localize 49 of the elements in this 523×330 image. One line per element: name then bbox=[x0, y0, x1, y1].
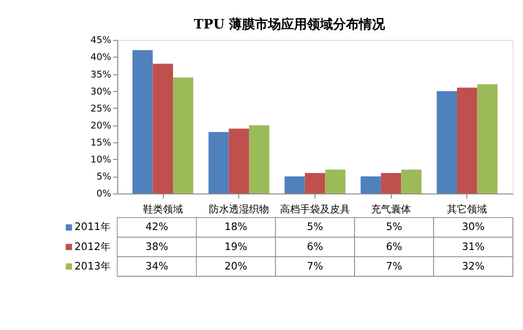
legend-label: 2013年 bbox=[74, 260, 110, 272]
bar bbox=[249, 125, 270, 194]
bar bbox=[380, 172, 402, 194]
y-tick-label: 20% bbox=[90, 120, 112, 132]
x-tick-label: 其它领域 bbox=[447, 204, 488, 216]
data-label: 19% bbox=[224, 242, 248, 253]
legend-label: 2011年 bbox=[74, 221, 110, 234]
data-label: 5% bbox=[386, 222, 403, 234]
y-tick-label: 5% bbox=[96, 172, 112, 183]
bar bbox=[325, 170, 346, 194]
bar bbox=[208, 132, 229, 194]
data-label: 30% bbox=[462, 222, 485, 234]
x-tick-label: 鞋类领域 bbox=[142, 204, 183, 216]
data-label: 31% bbox=[462, 242, 485, 253]
data-label: 42% bbox=[145, 222, 168, 234]
chart-title: TPU 薄膜市场应用领域分布情况 bbox=[194, 16, 386, 32]
bar bbox=[360, 176, 381, 194]
y-tick-label: 10% bbox=[90, 154, 112, 166]
data-label: 5% bbox=[306, 222, 324, 234]
data-label: 7% bbox=[386, 261, 403, 272]
y-tick-label: 45% bbox=[90, 35, 112, 46]
bar bbox=[304, 172, 326, 194]
y-tick-label: 30% bbox=[90, 86, 112, 98]
y-tick-label: 15% bbox=[90, 138, 112, 149]
data-label: 38% bbox=[145, 242, 168, 253]
bar bbox=[456, 88, 478, 194]
data-label: 18% bbox=[224, 222, 248, 234]
y-tick-label: 35% bbox=[90, 69, 112, 80]
bar bbox=[284, 176, 305, 194]
bar bbox=[477, 84, 498, 194]
data-label: 32% bbox=[462, 261, 485, 272]
data-label: 6% bbox=[306, 242, 324, 253]
bar bbox=[436, 91, 457, 194]
legend-label: 2012年 bbox=[74, 240, 110, 253]
data-label: 7% bbox=[306, 261, 324, 272]
y-tick-label: 25% bbox=[90, 103, 112, 114]
bar bbox=[173, 77, 194, 194]
data-label: 20% bbox=[224, 261, 248, 272]
x-tick-label: 防水透湿织物 bbox=[208, 204, 269, 216]
x-tick-label: 高档手袋及皮具 bbox=[280, 204, 350, 216]
y-tick-label: 0% bbox=[96, 188, 112, 200]
bar bbox=[401, 170, 422, 194]
x-tick-label: 充气囊体 bbox=[371, 204, 412, 216]
data-label: 34% bbox=[145, 261, 168, 272]
bar bbox=[228, 128, 250, 194]
data-label: 6% bbox=[386, 242, 403, 253]
bar bbox=[132, 50, 153, 194]
bar bbox=[152, 64, 174, 194]
y-tick-label: 40% bbox=[90, 52, 112, 64]
